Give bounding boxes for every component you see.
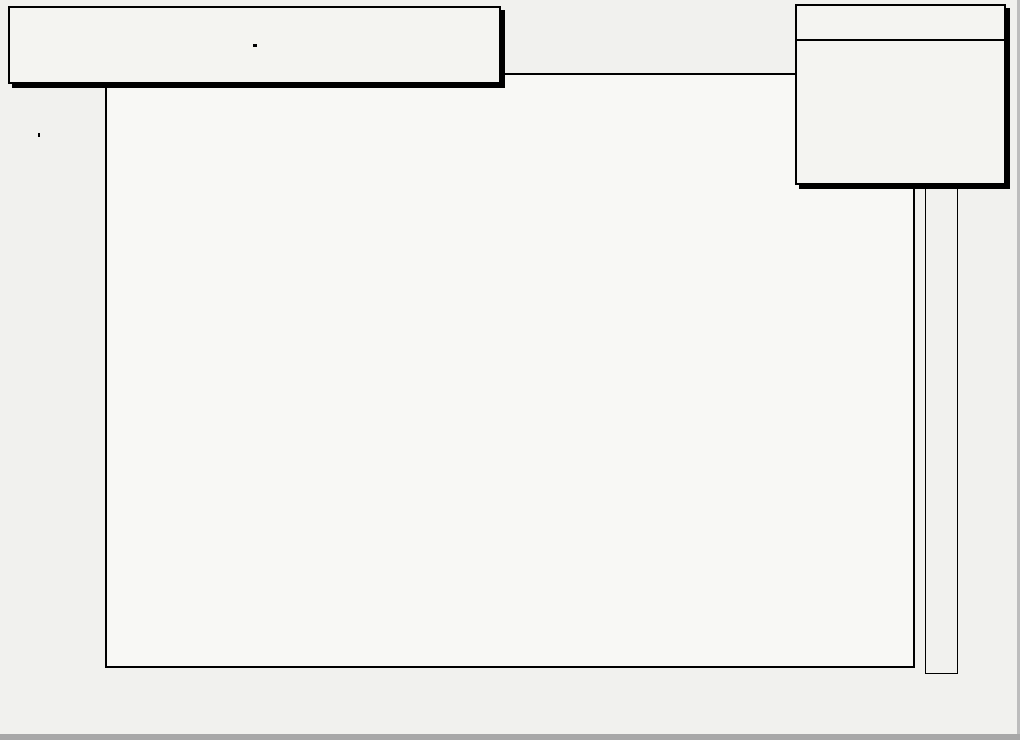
- title-box: [8, 6, 501, 84]
- stats-title: [797, 6, 1004, 41]
- canvas-bevel-bottom: [0, 734, 1020, 740]
- canvas-bevel-right: [1017, 0, 1020, 740]
- plot-frame: [105, 73, 915, 668]
- title-dedx-fraction: [252, 43, 257, 48]
- y-axis-title: [10, 64, 68, 214]
- histogram-heatmap: [107, 75, 913, 666]
- y-axis-title-fraction: [37, 133, 41, 138]
- stats-box: [795, 4, 1006, 185]
